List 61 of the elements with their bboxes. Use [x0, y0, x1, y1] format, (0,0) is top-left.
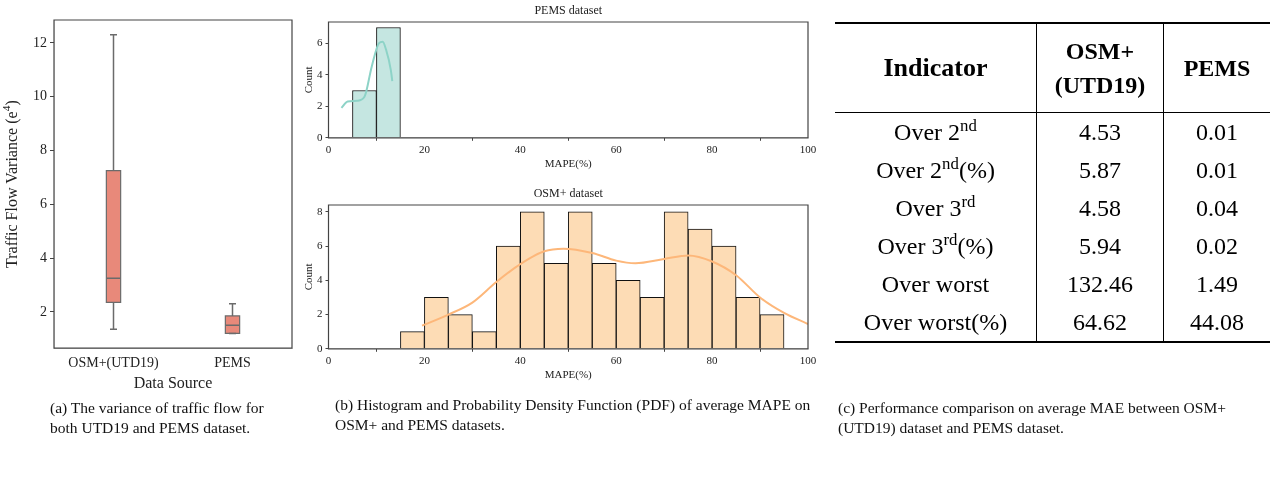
data-label: 44.08 — [1163, 303, 1270, 342]
x-axis-title: MAPE(%) — [544, 157, 593, 171]
x-axis-title: MAPE(%) — [544, 368, 593, 382]
x-tick-label: 40 — [514, 354, 527, 367]
data-label: 5.87 — [1036, 151, 1164, 189]
x-tick-label: 40 — [514, 143, 527, 156]
x-tick-label: 20 — [418, 354, 431, 367]
line-series — [421, 247, 808, 327]
data-label: 0.01 — [1163, 151, 1270, 189]
y-tick-label: 6 — [40, 195, 47, 211]
data-label: 132.46 — [1036, 265, 1164, 303]
y-axis-title: Traffic Flow Variance (e4) — [0, 100, 21, 268]
x-axis-title: Data Source — [133, 374, 213, 391]
x-tick-label: 100 — [799, 143, 817, 156]
category-label: Over 3$^{rd}$(%) — [876, 229, 995, 261]
text: Indicator — [882, 52, 989, 84]
x-tick-label: 80 — [706, 143, 719, 156]
category-label: Over worst — [880, 270, 991, 299]
y-tick-label: 2 — [40, 303, 47, 319]
y-tick-label: 0 — [317, 341, 323, 354]
y-tick-label: 8 — [40, 142, 47, 158]
text: (c) Performance comparison on average MAE between OSM+(UTD19) dataset and PEMS dataset. — [838, 398, 1227, 438]
y-tick-label: 10 — [33, 88, 47, 104]
data-label: 64.62 — [1036, 303, 1164, 342]
data-label: 0.04 — [1163, 189, 1270, 227]
x-tick-label: PEMS — [214, 355, 251, 371]
y-axis-title: Count — [301, 263, 314, 291]
y-tick-label: 6 — [317, 36, 323, 49]
line-series — [340, 40, 394, 109]
x-tick-label: OSM+(UTD19) — [68, 355, 159, 372]
category-label: Over 3$^{rd}$ — [894, 191, 977, 223]
y-tick-label: 8 — [317, 204, 323, 217]
y-tick-label: 4 — [317, 67, 323, 80]
data-label: 1.49 — [1163, 265, 1270, 303]
text: (a) The variance of traffic flow for both UTD19 and PEMS dataset. — [50, 398, 265, 438]
data-label: 0.02 — [1163, 227, 1270, 265]
y-tick-label: 4 — [40, 249, 47, 265]
data-label: 5.94 — [1036, 227, 1164, 265]
data-label: 4.53 — [1036, 112, 1164, 151]
chart-title: OSM+ dataset — [533, 186, 604, 201]
x-tick-label: 0 — [325, 143, 332, 156]
y-tick-label: 4 — [317, 273, 323, 286]
x-tick-label: 80 — [706, 354, 719, 367]
data-label: 4.58 — [1036, 189, 1164, 227]
x-tick-label: 60 — [610, 143, 623, 156]
x-tick-label: 60 — [610, 354, 623, 367]
y-tick-label: 2 — [317, 99, 323, 112]
x-tick-label: 20 — [418, 143, 431, 156]
x-tick-label: 0 — [325, 354, 332, 367]
y-tick-label: 2 — [317, 307, 323, 320]
y-tick-label: 0 — [317, 130, 323, 143]
chart-title: PEMS dataset — [534, 3, 603, 18]
y-tick-label: 12 — [33, 34, 47, 50]
category-label: Over 2$^{nd}$(%) — [875, 153, 996, 185]
x-tick-label: 100 — [799, 354, 817, 367]
y-axis-title: Count — [301, 66, 314, 94]
category-label: Over 2$^{nd}$ — [893, 115, 978, 147]
category-label: Over worst(%) — [862, 308, 1009, 337]
y-tick-label: 6 — [317, 238, 323, 251]
text: (b) Histogram and Probability Density Function (PDF) of average MAPE on OSM+ and PEMS datasets. — [335, 395, 812, 435]
data-label: 0.01 — [1163, 112, 1270, 151]
